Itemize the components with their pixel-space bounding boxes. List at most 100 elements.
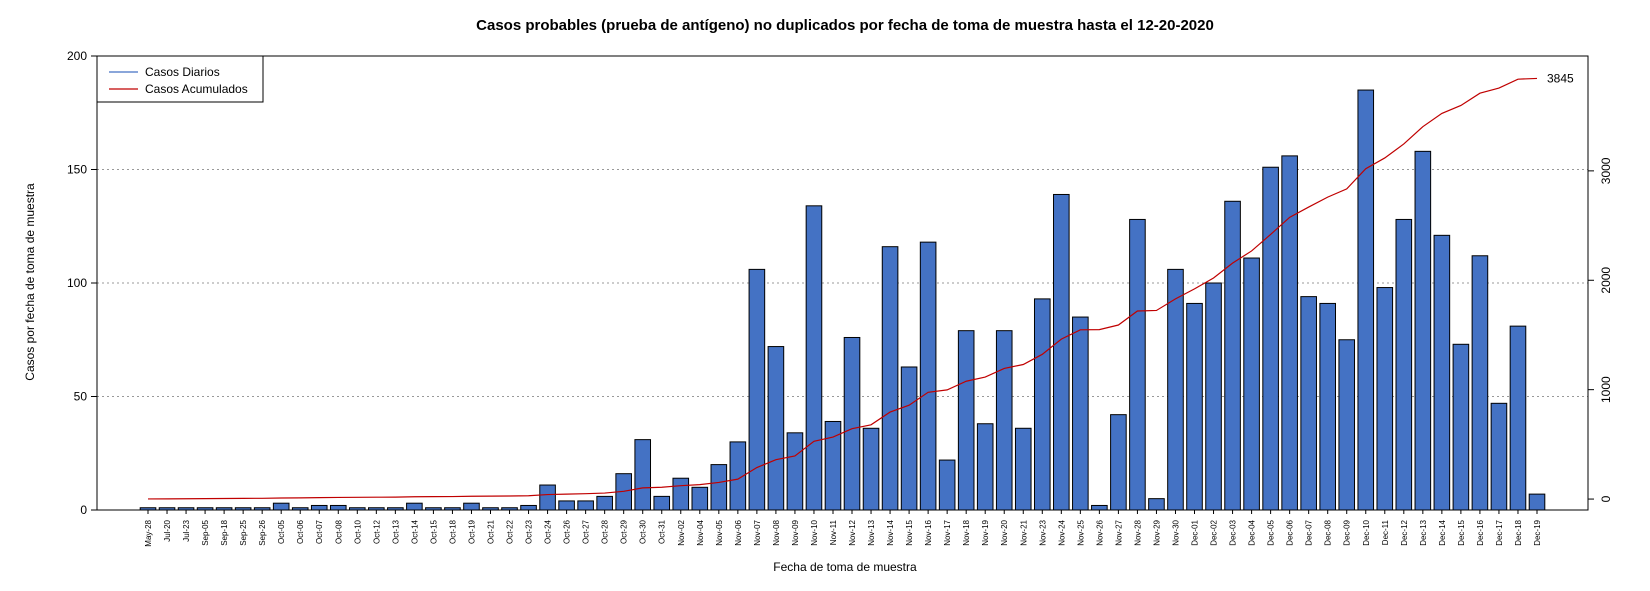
x-tick-label: Nov-27 [1114,519,1123,545]
bar [1014,427,1032,511]
x-tick-label: Nov-19 [981,519,990,545]
x-tick-label: Dec-16 [1476,519,1485,545]
x-tick-label: Oct-13 [391,519,400,544]
x-tick-label: Oct-23 [525,519,534,544]
y2-tick-label: 3000 [1599,157,1613,184]
bar [1338,339,1356,511]
cumulative-line [147,77,1538,500]
legend-box [96,55,264,103]
x-tick-label: Oct-08 [334,519,343,544]
x-tick-label: Dec-17 [1495,519,1504,545]
bar [558,500,575,511]
bar [1528,493,1546,511]
y2-tick-label: 0 [1599,495,1613,502]
x-tick-label: Oct-05 [277,519,286,544]
x-tick-label: Nov-13 [867,519,876,545]
bar [843,336,861,511]
bar [1129,218,1146,511]
x-tick-label: Oct-15 [429,519,438,544]
x-tick-label: Oct-18 [448,519,457,544]
x-tick-label: Sep-18 [220,519,229,545]
bar [691,486,709,511]
bar [406,502,423,511]
x-tick-label: Oct-29 [620,519,629,544]
x-tick-label: Dec-14 [1438,519,1447,545]
x-tick-label: Nov-26 [1095,519,1104,545]
y2-tick-label: 1000 [1599,376,1613,403]
bar [938,459,956,511]
bar [596,495,613,511]
bar [900,366,918,511]
legend-label-casos-diarios: Casos Diarios [145,65,220,79]
x-tick-label: Oct-14 [410,519,419,544]
bar [748,268,766,511]
bar [634,439,652,511]
final-cumulative-label: 3845 [1547,71,1574,85]
x-tick-label: Oct-24 [544,519,553,544]
bar [786,432,804,511]
x-tick-label: Oct-19 [467,519,476,544]
bar [1224,200,1241,511]
bar [1186,302,1203,511]
x-tick-label: Oct-07 [315,519,324,544]
bar [1033,298,1051,511]
bar [1110,414,1127,511]
y-axis-title: Casos por fecha de toma de muestra [23,183,37,381]
x-tick-label: May-28 [144,519,153,546]
bars [139,89,1546,511]
x-tick-label: Dec-08 [1324,519,1333,545]
x-tick-label: Nov-08 [772,519,781,545]
bar [805,205,823,511]
x-tick-label: Nov-02 [677,519,686,545]
chart-title: Casos probables (prueba de antígeno) no … [476,17,1214,34]
bar [1072,316,1089,511]
x-tick-label: Oct-31 [658,519,667,544]
bar [539,484,556,511]
legend-label-casos-acumulados: Casos Acumulados [145,82,248,96]
y-tick-label: 0 [80,503,87,517]
x-axis: May-28 Jul-20 Jul-23 Sep-05 Sep-18 Sep-25 Sep-… [144,510,1542,547]
y-tick-label: 50 [74,390,88,404]
bar [1243,257,1260,511]
x-tick-label: Dec-12 [1400,519,1409,545]
bar [919,241,937,511]
x-axis-title: Fecha de toma de muestra [773,560,917,574]
x-tick-label: Oct-10 [353,519,362,544]
x-tick-label: Nov-29 [1152,519,1161,545]
x-tick-label: Sep-05 [201,519,210,545]
x-tick-label: Nov-11 [829,519,838,545]
cumulative-line-path [147,77,1538,500]
bar [767,346,785,511]
y-tick-label: 100 [67,276,87,290]
x-tick-label: Oct-30 [639,519,648,544]
y2-axis: 0 1000 2000 3000 [1588,157,1613,502]
y-tick-label: 150 [67,163,87,177]
y-axis: 0 50 100 150 200 [67,49,97,517]
x-tick-label: Nov-30 [1171,519,1180,545]
bar [1205,282,1222,511]
x-tick-label: Dec-11 [1381,519,1390,545]
bar [672,477,690,511]
x-tick-label: Nov-16 [924,519,933,545]
x-tick-label: Dec-18 [1514,519,1523,545]
bar [957,330,975,511]
x-tick-label: Nov-18 [962,519,971,545]
x-tick-label: Dec-09 [1343,519,1352,545]
bar [463,502,480,511]
legend: Casos Diarios Casos Acumulados [96,55,264,103]
x-tick-label: Nov-14 [886,519,895,545]
x-tick-label: Nov-24 [1057,519,1066,545]
x-tick-label: Sep-26 [258,519,267,545]
y-tick-label: 200 [67,49,87,63]
bar [1300,296,1317,511]
x-tick-label: Oct-28 [601,519,610,544]
bar [329,504,347,511]
x-tick-label: Dec-01 [1191,519,1200,545]
bar [1376,287,1394,511]
gridlines [97,169,1588,397]
bar [1053,193,1070,511]
x-tick-label: Dec-04 [1248,519,1257,545]
x-tick-label: Nov-09 [791,519,800,545]
x-tick-label: Jul-20 [163,519,172,541]
